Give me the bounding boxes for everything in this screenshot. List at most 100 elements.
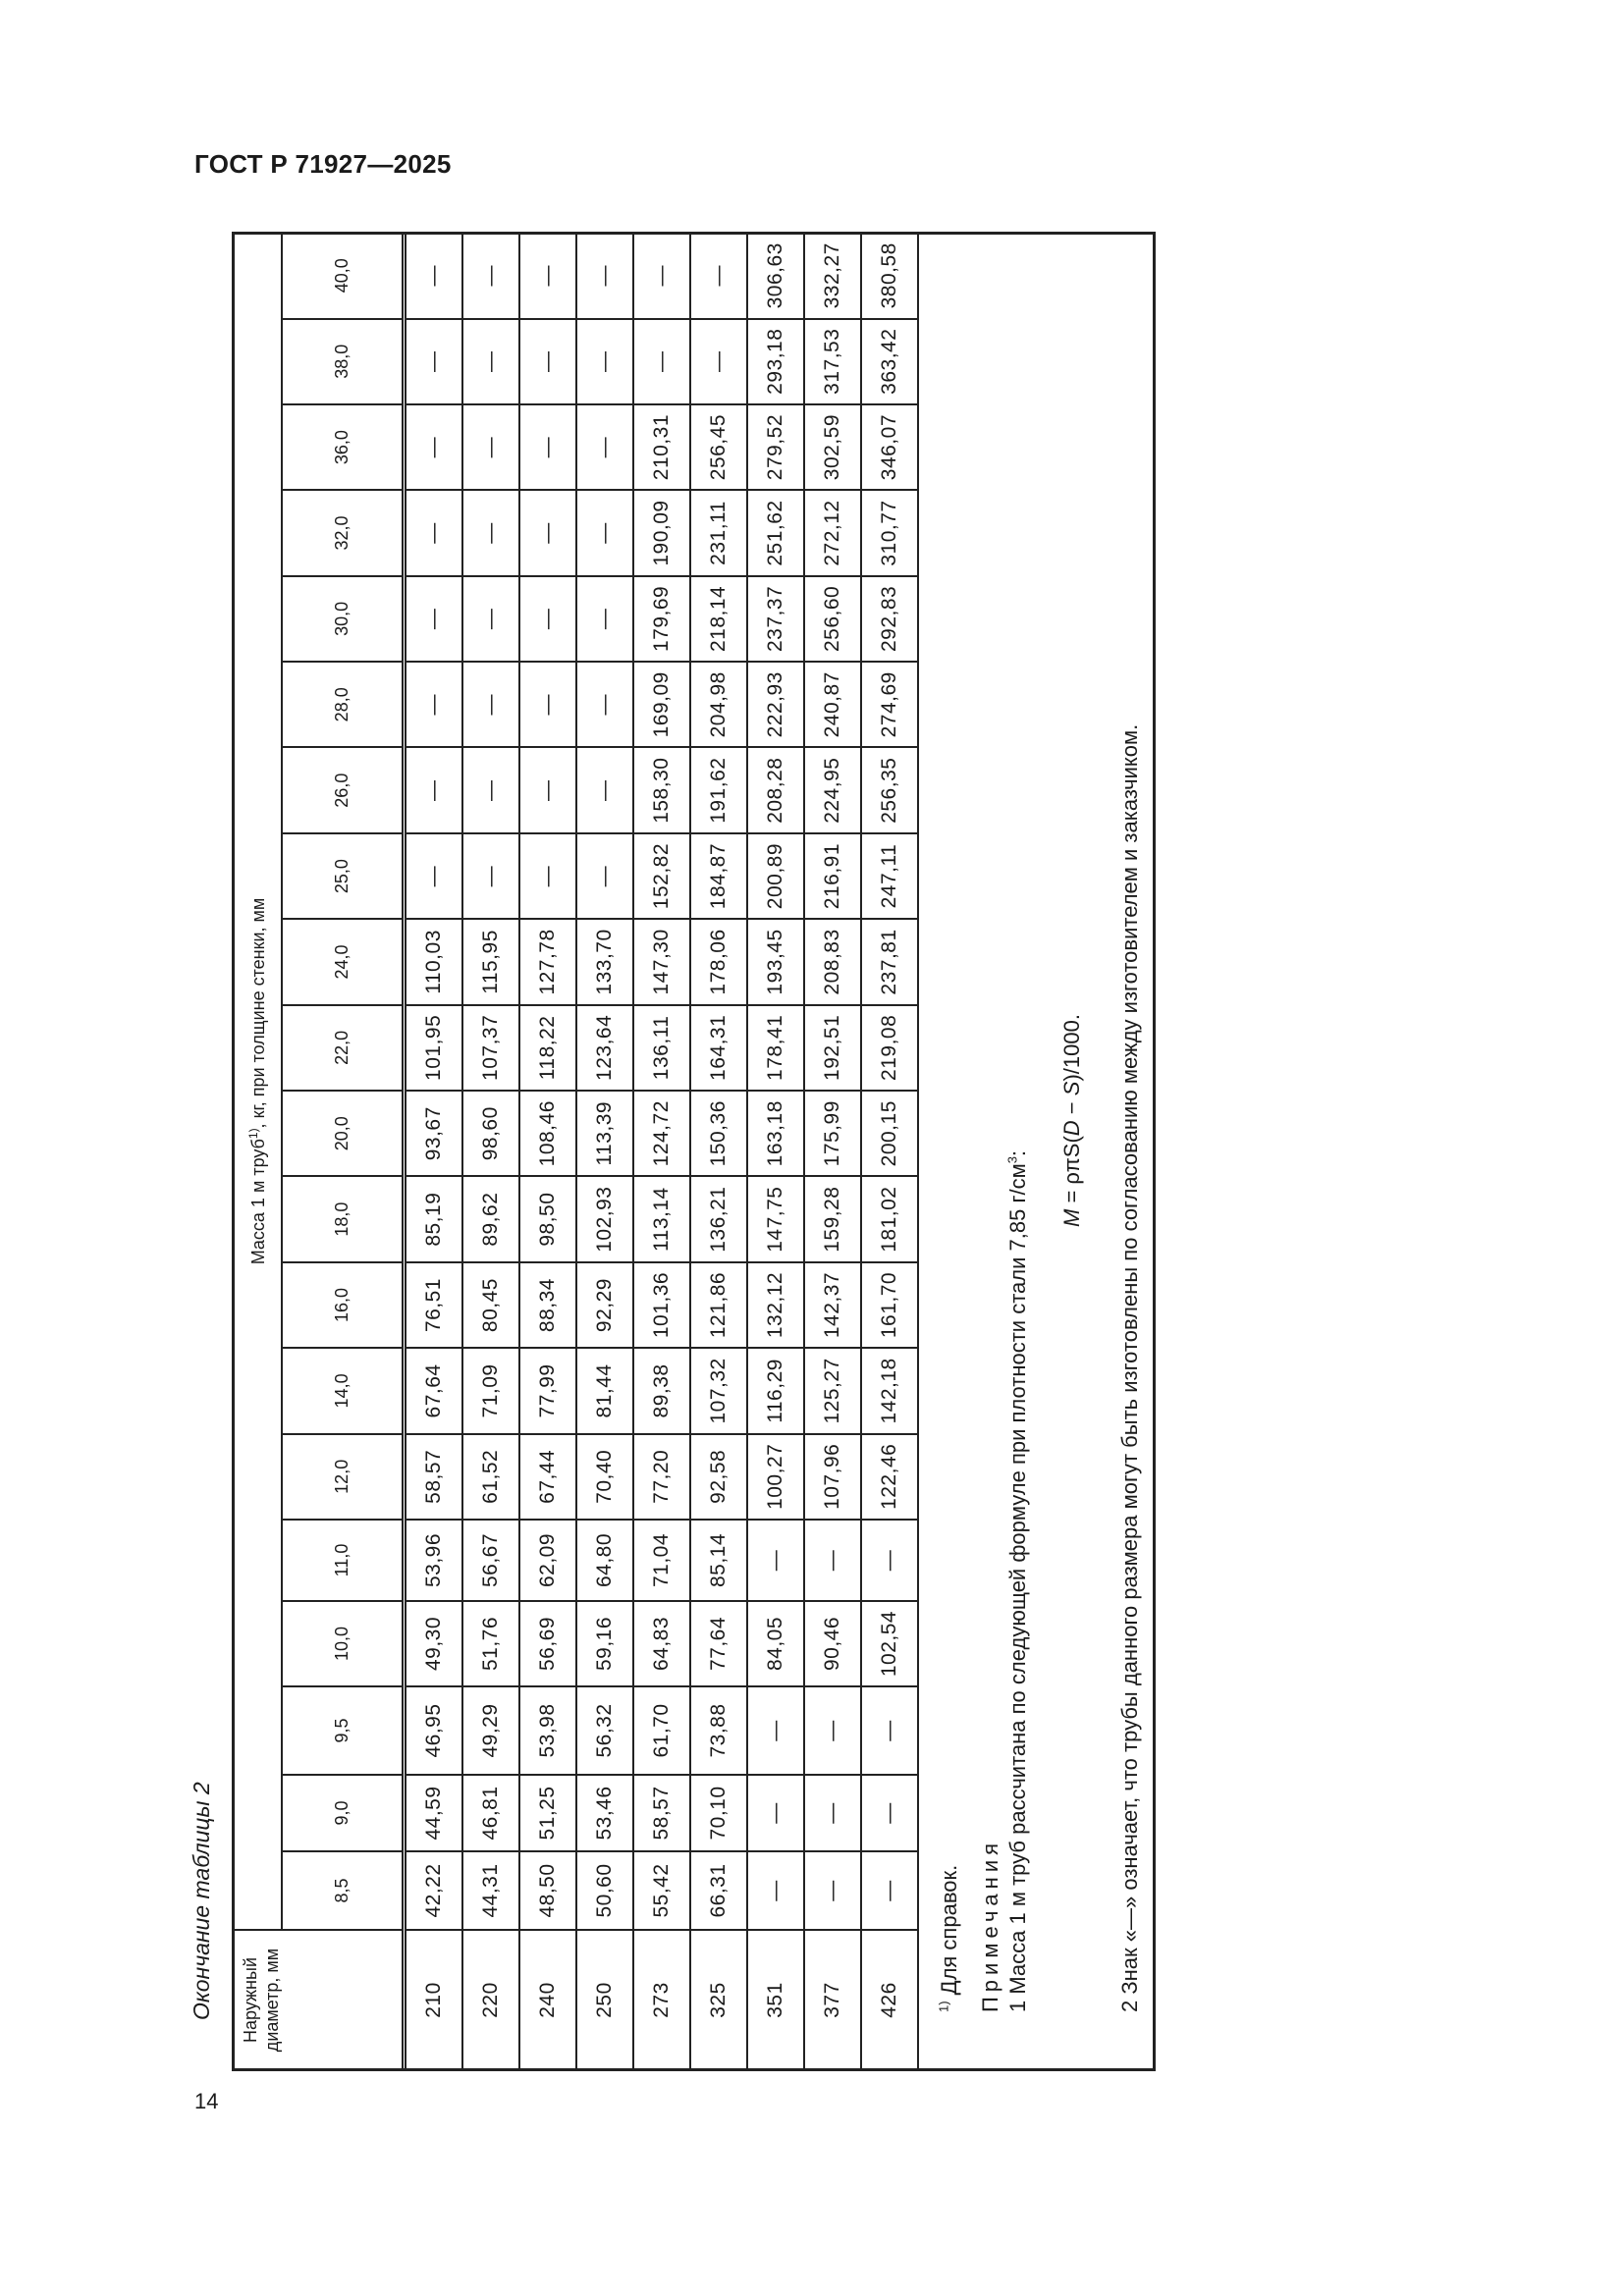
mass-cell: — bbox=[404, 490, 462, 576]
thickness-header: 20,0 bbox=[282, 1091, 405, 1177]
mass-cell: 256,35 bbox=[861, 747, 918, 833]
mass-cell: — bbox=[747, 1851, 804, 1930]
mass-cell: 150,36 bbox=[690, 1091, 747, 1177]
mass-cell: 118,22 bbox=[519, 1004, 576, 1092]
notes-heading: Примечания bbox=[978, 1838, 1002, 2012]
mass-cell: 274,69 bbox=[861, 662, 918, 748]
thickness-header: 9,5 bbox=[282, 1686, 405, 1775]
mass-cell: 279,52 bbox=[747, 403, 804, 491]
mass-cell: 51,76 bbox=[462, 1601, 519, 1686]
mass-cell: 64,83 bbox=[633, 1601, 690, 1686]
mass-cell: 123,64 bbox=[576, 1004, 633, 1092]
mass-cell: 132,12 bbox=[747, 1261, 804, 1349]
thickness-header: 36,0 bbox=[282, 403, 405, 491]
mass-cell: 51,25 bbox=[519, 1775, 576, 1851]
footnote-mark: 1) bbox=[936, 2001, 951, 2012]
mass-cell: 70,40 bbox=[576, 1433, 633, 1520]
mass-cell: — bbox=[462, 747, 519, 833]
note-1-text: 1 Масса 1 м труб рассчитана по следующей… bbox=[1005, 1163, 1030, 2012]
mass-cell: 77,20 bbox=[633, 1433, 690, 1520]
pipe-mass-table: Наружный диаметр, мм Масса 1 м труб1), к… bbox=[232, 232, 919, 2071]
mass-cell: 147,75 bbox=[747, 1176, 804, 1262]
mass-cell: 310,77 bbox=[861, 490, 918, 576]
table-row: 273 55,42 58,57 61,70 64,83 71,04 77,20 89,38 10… bbox=[633, 233, 690, 2070]
mass-cell: — bbox=[690, 318, 747, 404]
thickness-header: 11,0 bbox=[282, 1520, 405, 1601]
mass-cell: 53,46 bbox=[576, 1775, 633, 1851]
mass-cell: 50,60 bbox=[576, 1851, 633, 1930]
mass-cell: 193,45 bbox=[747, 919, 804, 1005]
mass-cell: 58,57 bbox=[633, 1775, 690, 1851]
mass-cell: 222,93 bbox=[747, 662, 804, 748]
mass-cell: — bbox=[861, 1775, 918, 1851]
footnote-text: Для справок. bbox=[937, 1864, 961, 2002]
thickness-header: 24,0 bbox=[282, 919, 405, 1005]
mass-cell: 363,42 bbox=[861, 318, 918, 404]
mass-cell: 332,27 bbox=[804, 233, 861, 319]
thickness-header: 12,0 bbox=[282, 1433, 405, 1520]
mass-cell: 88,34 bbox=[519, 1261, 576, 1349]
formula-minus: − bbox=[1059, 1095, 1084, 1121]
mass-cell: — bbox=[576, 490, 633, 576]
mass-cell: — bbox=[404, 832, 462, 920]
mass-cell: 42,22 bbox=[404, 1851, 462, 1930]
mass-cell: 85,19 bbox=[404, 1176, 462, 1262]
mass-cell: — bbox=[519, 832, 576, 920]
mass-cell: 49,29 bbox=[462, 1686, 519, 1775]
mass-cell: — bbox=[462, 403, 519, 491]
mass-cell: — bbox=[462, 662, 519, 748]
mass-cell: — bbox=[861, 1686, 918, 1775]
diameter-cell: 273 bbox=[633, 1930, 690, 2070]
mass-cell: 380,58 bbox=[861, 233, 918, 319]
mass-cell: 61,70 bbox=[633, 1686, 690, 1775]
mass-cell: 73,88 bbox=[690, 1686, 747, 1775]
note-2: 2 Знак «—» означает, что трубы данного р… bbox=[1117, 723, 1142, 2012]
mass-cell: — bbox=[576, 747, 633, 833]
mass-cell: — bbox=[404, 403, 462, 491]
thickness-header: 25,0 bbox=[282, 832, 405, 920]
mass-cell: 293,18 bbox=[747, 318, 804, 404]
document-header: ГОСТ Р 71927—2025 bbox=[194, 149, 452, 179]
mass-cell: 107,96 bbox=[804, 1433, 861, 1520]
mass-cell: 256,60 bbox=[804, 575, 861, 663]
mass-cell: — bbox=[747, 1520, 804, 1601]
mass-cell: 200,89 bbox=[747, 832, 804, 920]
mass-cell: 107,37 bbox=[462, 1004, 519, 1092]
diameter-header: Наружный диаметр, мм bbox=[233, 1930, 405, 2070]
table-row: 377— — —90,46—107,96 125,27 142,37 159,28 175,… bbox=[804, 233, 861, 2070]
mass-cell: 292,83 bbox=[861, 575, 918, 663]
mass-cell: — bbox=[462, 490, 519, 576]
mass-cell: 62,09 bbox=[519, 1520, 576, 1601]
mass-cell: 136,11 bbox=[633, 1004, 690, 1092]
thickness-header: 9,0 bbox=[282, 1775, 405, 1851]
mass-cell: 64,80 bbox=[576, 1520, 633, 1601]
mass-cell: 101,36 bbox=[633, 1261, 690, 1349]
mass-cell: 204,98 bbox=[690, 662, 747, 748]
footnote: 1) Для справок. bbox=[937, 1865, 961, 2012]
mass-cell: 49,30 bbox=[404, 1601, 462, 1686]
mass-cell: 76,51 bbox=[404, 1261, 462, 1349]
mass-cell: 192,51 bbox=[804, 1004, 861, 1092]
formula-m: M bbox=[1059, 1208, 1084, 1227]
mass-cell: 58,57 bbox=[404, 1433, 462, 1520]
diameter-cell: 377 bbox=[804, 1930, 861, 2070]
mass-cell: — bbox=[462, 233, 519, 319]
mass-cell: 44,59 bbox=[404, 1775, 462, 1851]
mass-cell: 346,07 bbox=[861, 403, 918, 491]
mass-cell: 208,28 bbox=[747, 747, 804, 833]
thickness-header-row: 8,5 9,0 9,5 10,0 11,0 12,0 14,0 16,0 18,0 20,0 22,… bbox=[282, 233, 405, 2070]
formula-end: )/1000. bbox=[1059, 1014, 1084, 1082]
mass-cell: 147,30 bbox=[633, 919, 690, 1005]
mass-cell: — bbox=[462, 318, 519, 404]
mass-cell: 231,11 bbox=[690, 490, 747, 576]
mass-cell: 161,70 bbox=[861, 1261, 918, 1349]
mass-cell: 108,46 bbox=[519, 1091, 576, 1177]
thickness-header: 18,0 bbox=[282, 1176, 405, 1262]
mass-cell: — bbox=[519, 233, 576, 319]
mass-cell: — bbox=[462, 832, 519, 920]
mass-cell: 59,16 bbox=[576, 1601, 633, 1686]
mass-cell: — bbox=[576, 575, 633, 663]
mass-cell: 142,18 bbox=[861, 1348, 918, 1434]
diameter-cell: 210 bbox=[404, 1930, 462, 2070]
mass-cell: — bbox=[804, 1851, 861, 1930]
